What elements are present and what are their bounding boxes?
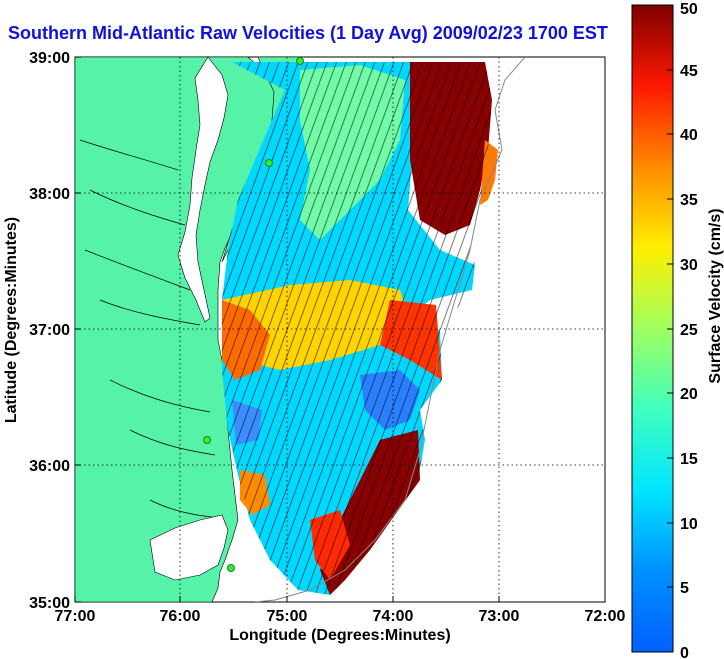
colorbar-tick-label: 0 (680, 645, 689, 659)
station-1 (296, 57, 304, 65)
colorbar-tick-label: 35 (680, 192, 698, 209)
x-axis-label: Longitude (Degrees:Minutes) (229, 627, 450, 644)
x-tick-label: 74:00 (373, 608, 414, 625)
grid-lines (75, 57, 605, 602)
chesapeake-bay (177, 57, 229, 323)
pamlico-sound (149, 514, 229, 581)
y-tick-label: 36:00 (29, 458, 70, 475)
x-tick-label: 77:00 (55, 608, 96, 625)
y-tick-label: 35:00 (29, 595, 70, 612)
x-tick-label: 73:00 (479, 608, 520, 625)
colorbar-tick-label: 40 (680, 127, 698, 144)
colorbar-tick-label: 50 (680, 1, 698, 18)
y-tick-label: 38:00 (29, 186, 70, 203)
x-tick-label: 72:00 (585, 608, 626, 625)
x-tick-label: 75:00 (267, 608, 308, 625)
colorbar-tick-label: 30 (680, 257, 698, 274)
station-3 (203, 436, 211, 444)
station-2 (265, 159, 273, 167)
colorbar-tick-label: 10 (680, 516, 698, 533)
map-title: Southern Mid-Atlantic Raw Velocities (1 … (8, 23, 608, 43)
colorbar (631, 4, 674, 653)
colorbar-tick-label: 20 (680, 386, 698, 403)
station-4 (227, 564, 235, 572)
colorbar-tick-label: 5 (680, 580, 689, 597)
y-tick-label: 37:00 (29, 322, 70, 339)
shelf-contour (254, 57, 526, 602)
y-tick-label: 39:00 (29, 50, 70, 67)
y-axis-label: Latitude (Degrees:Minutes) (3, 217, 20, 423)
x-tick-label: 76:00 (160, 608, 201, 625)
colorbar-label: Surface Velocity (cm/s) (707, 208, 724, 383)
velocity-arrows (222, 62, 492, 595)
colorbar-tick-marks (667, 4, 673, 653)
colorbar-tick-label: 25 (680, 322, 698, 339)
axis-tick-marks (74, 56, 606, 603)
colorbar-tick-label: 45 (680, 63, 698, 80)
potomac-river (79, 139, 221, 519)
colorbar-tick-label: 15 (680, 451, 698, 468)
